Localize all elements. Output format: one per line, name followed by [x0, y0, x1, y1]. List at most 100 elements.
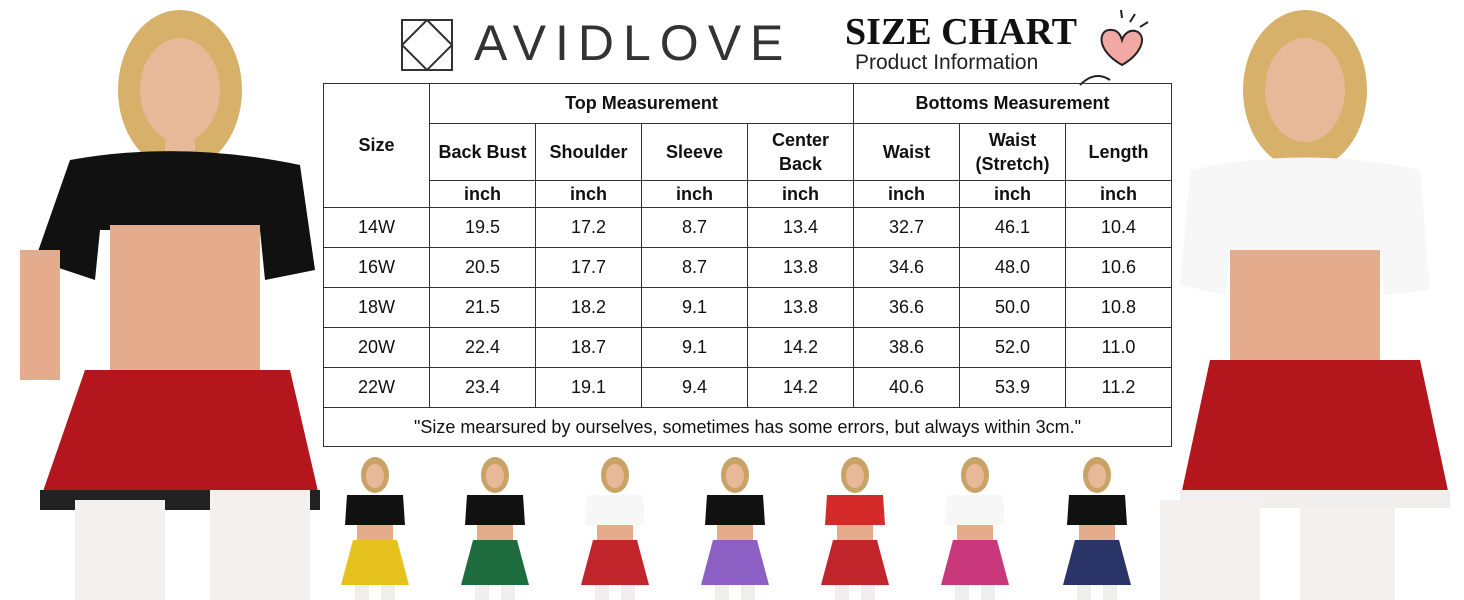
value-cell: 9.4	[641, 367, 748, 408]
value-cell: 40.6	[853, 367, 960, 408]
thumb-shape	[715, 585, 729, 600]
thumb-shape	[726, 464, 744, 488]
value-cell: 19.5	[429, 207, 536, 248]
thumb-shape	[741, 585, 755, 600]
thumb-shape	[1077, 585, 1091, 600]
value-cell: 13.8	[747, 247, 854, 288]
column-header: Back Bust	[429, 123, 536, 181]
thumb-shape	[461, 540, 529, 585]
value-cell: 11.0	[1065, 327, 1172, 368]
column-header: Waist (Stretch)	[959, 123, 1066, 181]
unit-label: inch	[641, 180, 748, 208]
thumb-shape	[825, 495, 885, 525]
table-row: 16W 20.5 17.7 8.7 13.8 34.6 48.0 10.6	[323, 247, 1172, 288]
thumb-shape	[501, 585, 515, 600]
thumb-shape	[966, 464, 984, 488]
table-row: 14W 19.5 17.2 8.7 13.4 32.7 46.1 10.4	[323, 207, 1172, 248]
unit-label: inch	[535, 180, 642, 208]
value-cell: 13.4	[747, 207, 854, 248]
value-cell: 17.2	[535, 207, 642, 248]
value-cell: 20.5	[429, 247, 536, 288]
value-cell: 17.7	[535, 247, 642, 288]
heading-title: SIZE CHART	[845, 11, 1078, 53]
value-cell: 9.1	[641, 287, 748, 328]
thumb-shape	[486, 464, 504, 488]
size-cell: 20W	[323, 327, 430, 368]
column-header: Sleeve	[641, 123, 748, 181]
thumb-shape	[597, 525, 633, 540]
unit-label: inch	[959, 180, 1066, 208]
thumb-shape	[1063, 540, 1131, 585]
thumb-shape	[366, 464, 384, 488]
thumb-shape	[621, 585, 635, 600]
thumb-shape	[945, 495, 1005, 525]
table-row: 22W 23.4 19.1 9.4 14.2 40.6 53.9 11.2	[323, 367, 1172, 408]
thumb-shape	[477, 525, 513, 540]
value-cell: 21.5	[429, 287, 536, 328]
value-cell: 22.4	[429, 327, 536, 368]
value-cell: 46.1	[959, 207, 1066, 248]
size-cell: 18W	[323, 287, 430, 328]
value-cell: 53.9	[959, 367, 1066, 408]
thumb-shape	[821, 540, 889, 585]
model-right	[1160, 10, 1450, 600]
thumb-shape	[835, 585, 849, 600]
value-cell: 10.4	[1065, 207, 1172, 248]
value-cell: 9.1	[641, 327, 748, 368]
value-cell: 52.0	[959, 327, 1066, 368]
thumb-shape	[345, 495, 405, 525]
value-cell: 10.6	[1065, 247, 1172, 288]
table-row: 20W 22.4 18.7 9.1 14.2 38.6 52.0 11.0	[323, 327, 1172, 368]
note-row: "Size mearsured by ourselves, sometimes …	[323, 407, 1172, 447]
table-row: 18W 21.5 18.2 9.1 13.8 36.6 50.0 10.8	[323, 287, 1172, 328]
unit-label: inch	[747, 180, 854, 208]
group-header: Bottoms Measurement	[853, 83, 1172, 124]
value-cell: 8.7	[641, 207, 748, 248]
value-cell: 32.7	[853, 207, 960, 248]
model-left	[20, 10, 320, 600]
value-cell: 14.2	[747, 327, 854, 368]
thumb-shape	[357, 525, 393, 540]
thumb-shape	[585, 495, 645, 525]
value-cell: 18.7	[535, 327, 642, 368]
value-cell: 23.4	[429, 367, 536, 408]
value-cell: 10.8	[1065, 287, 1172, 328]
thumb-shape	[846, 464, 864, 488]
column-header: Center Back	[747, 123, 854, 181]
value-cell: 14.2	[747, 367, 854, 408]
thumb-shape	[606, 464, 624, 488]
column-header: Shoulder	[535, 123, 642, 181]
heading-subtitle: Product Information	[855, 51, 1039, 74]
size-cell: 14W	[323, 207, 430, 248]
thumb-shape	[705, 495, 765, 525]
thumb-shape	[861, 585, 875, 600]
thumb-shape	[475, 585, 489, 600]
thumb-shape	[1079, 525, 1115, 540]
unit-label: inch	[429, 180, 536, 208]
value-cell: 36.6	[853, 287, 960, 328]
size-cell: 22W	[323, 367, 430, 408]
logo-icon	[400, 18, 454, 72]
value-cell: 8.7	[641, 247, 748, 288]
thumb-shape	[701, 540, 769, 585]
unit-label: inch	[853, 180, 960, 208]
value-cell: 38.6	[853, 327, 960, 368]
thumb-shape	[465, 495, 525, 525]
size-header: Size	[323, 83, 430, 208]
thumb-shape	[341, 540, 409, 585]
thumb-shape	[957, 525, 993, 540]
value-cell: 13.8	[747, 287, 854, 328]
thumb-shape	[981, 585, 995, 600]
value-cell: 50.0	[959, 287, 1066, 328]
unit-label: inch	[1065, 180, 1172, 208]
value-cell: 11.2	[1065, 367, 1172, 408]
thumb-shape	[355, 585, 369, 600]
thumb-shape	[1103, 585, 1117, 600]
thumbnails	[341, 457, 1131, 600]
thumb-shape	[581, 540, 649, 585]
value-cell: 19.1	[535, 367, 642, 408]
thumb-shape	[941, 540, 1009, 585]
column-header: Length	[1065, 123, 1172, 181]
